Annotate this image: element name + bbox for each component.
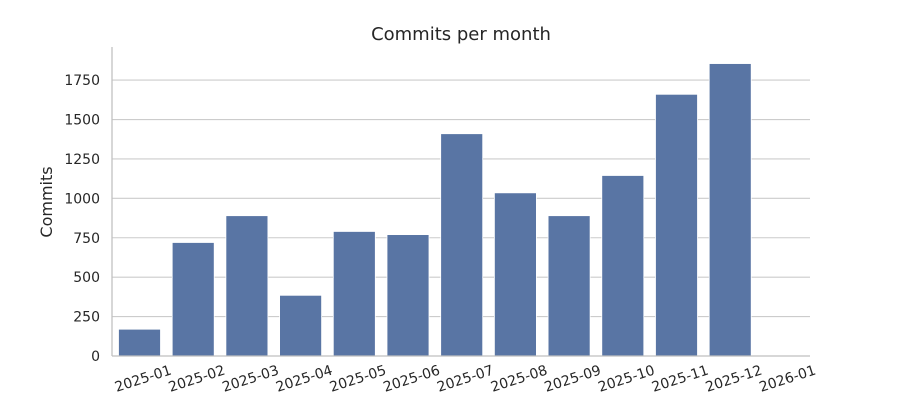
x-tick-label: 2025-03	[220, 363, 281, 396]
x-tick-label: 2025-10	[596, 363, 657, 396]
x-tick-label: 2025-01	[113, 363, 174, 396]
x-tick-label: 2025-05	[328, 363, 389, 396]
y-tick-label: 750	[73, 231, 100, 247]
bar-2025-05	[332, 231, 376, 357]
axes	[111, 47, 810, 357]
x-tick-label: 2026-01	[757, 363, 818, 396]
bar-2025-11	[655, 93, 698, 357]
x-tick-label: 2025-08	[489, 363, 550, 396]
y-tick-label: 1250	[64, 152, 100, 168]
x-tick-label: 2025-12	[704, 363, 765, 396]
bar-2025-10	[601, 175, 645, 357]
chart-title: Commits per month	[371, 24, 551, 45]
y-tick-label: 0	[91, 349, 100, 365]
bar-2025-09	[547, 215, 591, 357]
y-tick-label: 250	[73, 310, 100, 326]
x-tick-label: 2025-06	[381, 363, 442, 396]
y-tick-label: 1500	[64, 113, 100, 129]
bar-2025-02	[171, 242, 215, 357]
bar-2025-01	[118, 328, 161, 357]
x-tick-label: 2025-11	[650, 363, 711, 396]
y-axis-label: Commits	[37, 166, 56, 237]
y-tick-label: 1000	[64, 191, 100, 207]
bar-2025-04	[279, 294, 323, 357]
bar-2025-08	[493, 192, 537, 357]
y-tick-label: 500	[73, 270, 100, 286]
bars	[118, 63, 752, 357]
bar-2025-03	[225, 215, 269, 357]
bar-2025-12	[708, 63, 752, 357]
x-tick-label: 2025-04	[274, 363, 335, 396]
y-tick-label: 1750	[64, 73, 100, 89]
y-tick-labels: 0 250 500 750 1000 1250 1500 1750	[64, 73, 100, 365]
x-tick-label: 2025-07	[435, 363, 496, 396]
bar-2025-06	[386, 234, 430, 357]
x-tick-label: 2025-09	[543, 363, 604, 396]
bar-2025-07	[440, 133, 484, 357]
x-tick-label: 2025-02	[167, 363, 228, 396]
x-tick-labels: 2025-012025-022025-032025-042025-052025-…	[113, 363, 818, 396]
